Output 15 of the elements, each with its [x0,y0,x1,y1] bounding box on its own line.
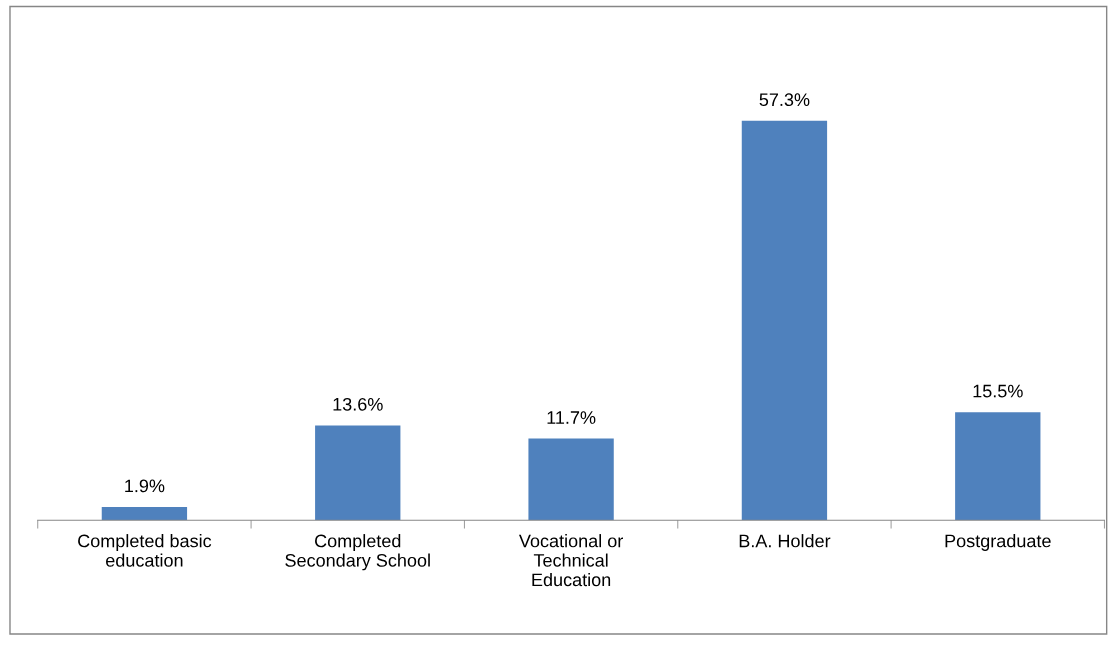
x-tick-label: Completed Secondary School [285,534,430,571]
data-label: 57.3% [759,93,810,107]
x-tick-label: Postgraduate [945,534,1051,551]
x-tick-label: B.A. Holder [739,534,831,548]
data-label: 15.5% [973,384,1023,398]
data-label: 13.6% [333,397,383,411]
bar [741,120,828,521]
data-label: 11.7% [547,411,596,424]
bar [528,438,614,521]
data-label: 1.9% [125,479,165,493]
x-tick-label: Completed basic education [78,534,212,567]
bar [315,425,401,521]
x-tick-label: Vocational or Technical Education [518,534,623,587]
bar [955,412,1041,521]
bar [101,506,188,521]
